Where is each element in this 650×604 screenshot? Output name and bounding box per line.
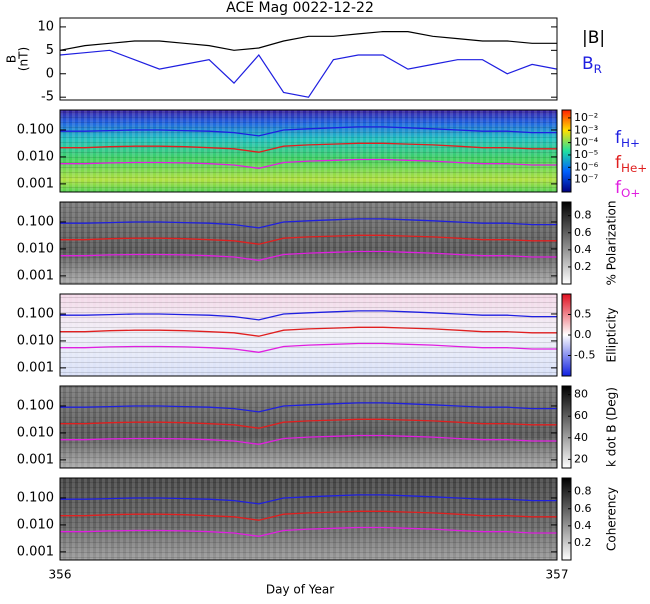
y-tick-label: 0.010 xyxy=(17,517,54,532)
gyrofrequency-line xyxy=(60,402,557,413)
colorbar xyxy=(561,385,572,469)
y-tick-label: 0.010 xyxy=(17,149,54,164)
legend-name: B xyxy=(582,54,594,74)
legend-label: fH+ xyxy=(615,128,640,150)
legend-subscript: R xyxy=(594,62,602,76)
colorbar-tick-label: 0.6 xyxy=(574,226,592,239)
colorbar-label: % Polarization xyxy=(605,201,619,286)
colorbar-tick-label: 0.2 xyxy=(574,260,592,273)
spectrogram-texture xyxy=(60,294,557,376)
y-tick-label: 0.001 xyxy=(17,176,54,191)
panel-frame xyxy=(59,201,558,285)
panel-frame xyxy=(59,477,558,561)
panel-frame xyxy=(59,17,558,101)
colorbar-tick-label: 20 xyxy=(574,452,588,465)
legend-subscript: He+ xyxy=(621,161,647,175)
y-tick-label: 0.010 xyxy=(17,241,54,256)
legend-subscript: H+ xyxy=(621,136,640,150)
x-axis-label: Day of Year xyxy=(266,583,334,597)
colorbar-tick-label: 0.0 xyxy=(574,328,592,341)
y-axis-label: (nT) xyxy=(17,47,31,71)
spectrogram-texture xyxy=(60,110,557,192)
panel-frame xyxy=(59,293,558,377)
y-tick-label: 10 xyxy=(37,19,54,34)
y-tick-label: 0.100 xyxy=(17,490,54,505)
legend-subscript: O+ xyxy=(621,186,640,200)
gyrofrequency-line xyxy=(60,158,557,169)
colorbar-tick-label: 10⁻⁵ xyxy=(574,148,598,161)
colorbar-tick-label: 10⁻⁷ xyxy=(574,173,598,186)
legend-name: f xyxy=(615,128,622,148)
spectrogram-texture xyxy=(60,478,557,560)
panel-frame xyxy=(59,109,558,193)
colorbar-tick-label: 10⁻³ xyxy=(574,123,598,136)
x-tick-label: 357 xyxy=(546,568,569,582)
gyrofrequency-line xyxy=(60,142,557,153)
gyrofrequency-line xyxy=(60,510,557,521)
legend-name: f xyxy=(615,178,622,198)
colorbar-tick-label: 0.4 xyxy=(574,243,592,256)
y-tick-label: 0.010 xyxy=(17,333,54,348)
y-tick-label: 0.001 xyxy=(17,268,54,283)
colorbar xyxy=(561,109,572,193)
colorbar-tick-label: 60 xyxy=(574,409,588,422)
y-tick-label: 0.010 xyxy=(17,425,54,440)
colorbar-tick-label: 0.4 xyxy=(574,519,592,532)
colorbar-label: k dot B (Deg) xyxy=(605,387,619,467)
legend-label: BR xyxy=(582,54,602,76)
legend-name: f xyxy=(615,153,622,173)
panel-frame xyxy=(59,385,558,469)
gyrofrequency-line xyxy=(60,234,557,245)
colorbar-tick-label: 10⁻⁶ xyxy=(574,160,599,173)
spectrogram-texture xyxy=(60,202,557,284)
colorbar-tick-label: 0.8 xyxy=(574,485,592,498)
colorbar-tick-label: 40 xyxy=(574,431,588,444)
y-tick-label: 0.100 xyxy=(17,306,54,321)
colorbar-label: Ellipticity xyxy=(605,308,619,363)
legend-label: fHe+ xyxy=(615,153,647,175)
legend-name: |B| xyxy=(582,28,605,48)
y-tick-label: -5 xyxy=(41,90,54,105)
y-tick-label: 0.100 xyxy=(17,214,54,229)
y-tick-label: 0.001 xyxy=(17,452,54,467)
chart-title: ACE Mag 0022-12-22 xyxy=(226,0,374,16)
colorbar-tick-label: 0.8 xyxy=(574,209,592,222)
gyrofrequency-line xyxy=(60,526,557,537)
y-tick-label: 0.100 xyxy=(17,122,54,137)
y-tick-label: 0.100 xyxy=(17,398,54,413)
spectrogram-texture xyxy=(60,386,557,468)
gyrofrequency-line xyxy=(60,310,557,321)
y-axis-label: B xyxy=(5,55,19,63)
gyrofrequency-line xyxy=(60,494,557,505)
colorbar-tick-label: 0.6 xyxy=(574,502,592,515)
colorbar-label: Coherency xyxy=(605,487,619,551)
colorbar-tick-label: 10⁻² xyxy=(574,111,598,124)
y-tick-label: 0.001 xyxy=(17,544,54,559)
colorbar-tick-label: 80 xyxy=(574,388,588,401)
y-tick-label: 0 xyxy=(46,66,54,81)
colorbar-tick-label: 10⁻⁴ xyxy=(574,136,599,149)
colorbar-tick-label: -0.5 xyxy=(574,349,595,362)
gyrofrequency-line xyxy=(60,218,557,229)
gyrofrequency-line xyxy=(60,342,557,353)
data-line xyxy=(59,31,557,51)
x-tick-label: 356 xyxy=(49,568,72,582)
y-tick-label: 0.001 xyxy=(17,360,54,375)
colorbar-tick-label: 0.5 xyxy=(574,308,592,321)
colorbar-tick-label: 0.2 xyxy=(574,536,592,549)
legend-label: fO+ xyxy=(615,178,640,200)
colorbar xyxy=(561,477,572,561)
gyrofrequency-line xyxy=(60,434,557,445)
gyrofrequency-line xyxy=(60,126,557,137)
data-line xyxy=(59,49,558,98)
gyrofrequency-line xyxy=(60,418,557,429)
gyrofrequency-line xyxy=(60,326,557,337)
legend-label: |B| xyxy=(582,28,605,48)
y-tick-label: 5 xyxy=(46,43,54,58)
colorbar xyxy=(561,201,572,285)
gyrofrequency-line xyxy=(60,250,557,261)
